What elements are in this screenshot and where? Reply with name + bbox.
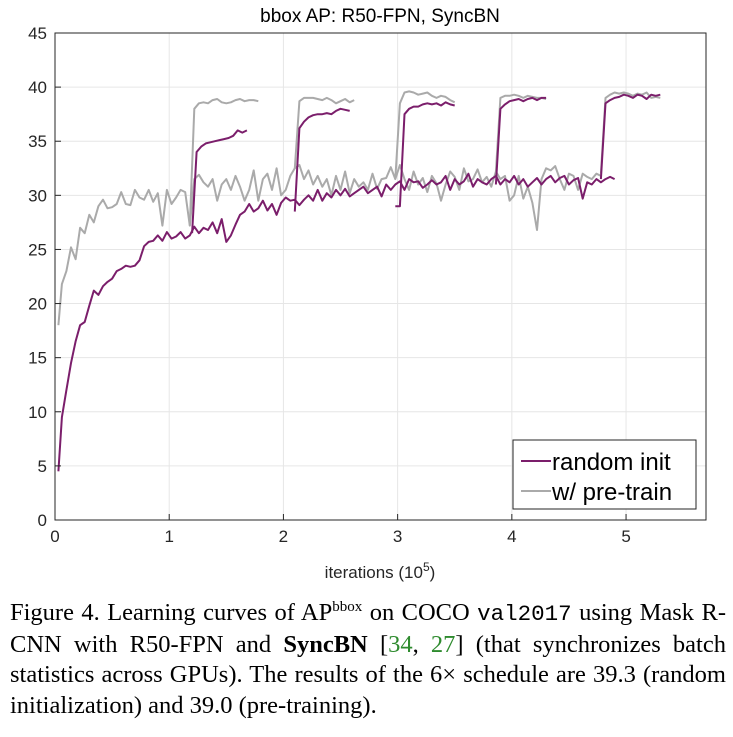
x-tick-label: 2 xyxy=(279,527,288,546)
y-tick-label: 20 xyxy=(28,295,47,314)
caption-separator: , xyxy=(412,630,431,658)
series-line-random-init-5 xyxy=(599,93,661,180)
y-tick-label: 0 xyxy=(38,511,47,530)
y-tick-label: 30 xyxy=(28,186,47,205)
series-line-random-init-0 xyxy=(57,172,616,472)
legend-label-pre-train: w/ pre-train xyxy=(551,479,672,506)
series-line-w-pre-train-2 xyxy=(293,96,355,169)
plot-frame xyxy=(54,32,707,521)
series-line-w-pre-train-4 xyxy=(494,93,547,172)
x-tick-label: 1 xyxy=(164,527,173,546)
legend-label-random-init: random init xyxy=(552,449,671,476)
series-line-random-init-1 xyxy=(191,129,248,234)
series-line-w-pre-train-3 xyxy=(394,90,456,180)
series-line-w-pre-train-5 xyxy=(599,91,661,174)
caption-text-2: using Mask R-CNN with R50-FPN and xyxy=(10,599,726,658)
x-tick-label: 5 xyxy=(621,527,630,546)
x-axis-label: iterations (105) xyxy=(325,560,436,582)
caption-text-tail: ] (that synchronizes batch statistics ac… xyxy=(10,630,726,719)
caption-bold: SyncBN xyxy=(283,630,368,658)
caption-superscript: bbox xyxy=(332,598,363,615)
chart-title: bbox AP: R50-FPN, SyncBN xyxy=(260,6,500,27)
caption-text-1: on COCO xyxy=(362,599,478,626)
y-tick-label: 25 xyxy=(28,240,47,259)
figure-caption: Figure 4. Learning curves of APbbox on C… xyxy=(10,598,726,721)
citation-link-27[interactable]: 27 xyxy=(430,630,456,658)
learning-curve-chart: bbox AP: R50-FPN, SyncBN 051015202530354… xyxy=(28,6,707,582)
series-line-random-init-3 xyxy=(395,101,455,208)
x-axis-label-exponent: 5 xyxy=(423,560,430,574)
series-line-random-init-2 xyxy=(293,107,350,212)
citation-link-34[interactable]: 34 xyxy=(388,630,413,658)
caption-text-3: [ xyxy=(367,630,389,658)
caption-code: val2017 xyxy=(477,601,572,627)
y-tick-label: 40 xyxy=(28,78,47,97)
y-tick-label: 45 xyxy=(28,24,47,43)
series-line-w-pre-train-0 xyxy=(57,164,602,326)
y-tick-label: 10 xyxy=(28,403,47,422)
x-tick-label: 0 xyxy=(50,527,59,546)
x-axis-label-tail: ) xyxy=(430,563,436,582)
y-tick-label: 35 xyxy=(28,132,47,151)
caption-prefix: Figure 4. Learning curves of AP xyxy=(10,599,333,626)
legend-box xyxy=(512,439,697,510)
y-tick-label: 5 xyxy=(38,457,47,476)
series-line-w-pre-train-1 xyxy=(188,98,259,226)
legend: random init w/ pre-train xyxy=(512,439,697,510)
x-axis-label-main: iterations (10 xyxy=(325,563,423,582)
series-line-random-init-4 xyxy=(494,96,547,185)
y-tick-label: 15 xyxy=(28,349,47,368)
x-tick-label: 3 xyxy=(393,527,402,546)
x-tick-label: 4 xyxy=(507,527,516,546)
series-layer xyxy=(57,90,661,472)
